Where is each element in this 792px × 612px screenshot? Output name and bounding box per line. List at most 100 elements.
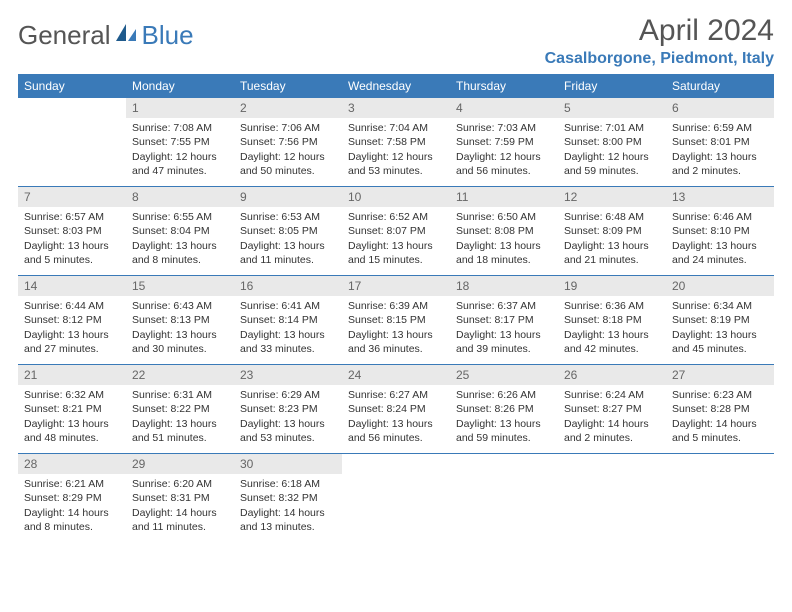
- sunrise-text: Sunrise: 6:34 AM: [672, 299, 768, 313]
- day-number: 10: [342, 187, 450, 207]
- sunrise-text: Sunrise: 6:46 AM: [672, 210, 768, 224]
- daylight-text: Daylight: 13 hours and 51 minutes.: [132, 417, 228, 445]
- sunrise-text: Sunrise: 6:23 AM: [672, 388, 768, 402]
- daylight-text: Daylight: 13 hours and 8 minutes.: [132, 239, 228, 267]
- day-details: Sunrise: 6:55 AMSunset: 8:04 PMDaylight:…: [126, 207, 234, 273]
- day-cell: 21Sunrise: 6:32 AMSunset: 8:21 PMDayligh…: [18, 365, 126, 453]
- week-row: 28Sunrise: 6:21 AMSunset: 8:29 PMDayligh…: [18, 454, 774, 542]
- sunset-text: Sunset: 8:08 PM: [456, 224, 552, 238]
- sunset-text: Sunset: 8:01 PM: [672, 135, 768, 149]
- day-number: 19: [558, 276, 666, 296]
- sunset-text: Sunset: 8:13 PM: [132, 313, 228, 327]
- day-cell: 20Sunrise: 6:34 AMSunset: 8:19 PMDayligh…: [666, 276, 774, 364]
- sunset-text: Sunset: 8:03 PM: [24, 224, 120, 238]
- sunrise-text: Sunrise: 6:53 AM: [240, 210, 336, 224]
- sunset-text: Sunset: 8:19 PM: [672, 313, 768, 327]
- sunrise-text: Sunrise: 6:32 AM: [24, 388, 120, 402]
- day-header-cell: Monday: [126, 74, 234, 98]
- day-number: 23: [234, 365, 342, 385]
- sunrise-text: Sunrise: 6:50 AM: [456, 210, 552, 224]
- sunset-text: Sunset: 8:18 PM: [564, 313, 660, 327]
- day-details: Sunrise: 6:52 AMSunset: 8:07 PMDaylight:…: [342, 207, 450, 273]
- sunset-text: Sunset: 8:32 PM: [240, 491, 336, 505]
- sunset-text: Sunset: 8:28 PM: [672, 402, 768, 416]
- daylight-text: Daylight: 12 hours and 47 minutes.: [132, 150, 228, 178]
- sunrise-text: Sunrise: 6:21 AM: [24, 477, 120, 491]
- day-cell: 26Sunrise: 6:24 AMSunset: 8:27 PMDayligh…: [558, 365, 666, 453]
- day-cell: 14Sunrise: 6:44 AMSunset: 8:12 PMDayligh…: [18, 276, 126, 364]
- day-cell: 6Sunrise: 6:59 AMSunset: 8:01 PMDaylight…: [666, 98, 774, 186]
- daylight-text: Daylight: 14 hours and 11 minutes.: [132, 506, 228, 534]
- day-details: Sunrise: 6:46 AMSunset: 8:10 PMDaylight:…: [666, 207, 774, 273]
- day-details: Sunrise: 6:27 AMSunset: 8:24 PMDaylight:…: [342, 385, 450, 451]
- sunset-text: Sunset: 8:09 PM: [564, 224, 660, 238]
- day-details: Sunrise: 6:50 AMSunset: 8:08 PMDaylight:…: [450, 207, 558, 273]
- daylight-text: Daylight: 13 hours and 45 minutes.: [672, 328, 768, 356]
- day-cell: 19Sunrise: 6:36 AMSunset: 8:18 PMDayligh…: [558, 276, 666, 364]
- sunrise-text: Sunrise: 6:20 AM: [132, 477, 228, 491]
- sunset-text: Sunset: 8:21 PM: [24, 402, 120, 416]
- day-details: Sunrise: 6:26 AMSunset: 8:26 PMDaylight:…: [450, 385, 558, 451]
- daylight-text: Daylight: 13 hours and 33 minutes.: [240, 328, 336, 356]
- day-cell: 28Sunrise: 6:21 AMSunset: 8:29 PMDayligh…: [18, 454, 126, 542]
- sunrise-text: Sunrise: 6:24 AM: [564, 388, 660, 402]
- day-details: Sunrise: 6:59 AMSunset: 8:01 PMDaylight:…: [666, 118, 774, 184]
- sunset-text: Sunset: 7:58 PM: [348, 135, 444, 149]
- day-cell: 30Sunrise: 6:18 AMSunset: 8:32 PMDayligh…: [234, 454, 342, 542]
- daylight-text: Daylight: 13 hours and 30 minutes.: [132, 328, 228, 356]
- day-number: 24: [342, 365, 450, 385]
- day-details: Sunrise: 6:21 AMSunset: 8:29 PMDaylight:…: [18, 474, 126, 540]
- calendar: SundayMondayTuesdayWednesdayThursdayFrid…: [18, 74, 774, 542]
- day-header-cell: Sunday: [18, 74, 126, 98]
- sunset-text: Sunset: 8:14 PM: [240, 313, 336, 327]
- sunrise-text: Sunrise: 6:59 AM: [672, 121, 768, 135]
- daylight-text: Daylight: 12 hours and 59 minutes.: [564, 150, 660, 178]
- day-cell: 3Sunrise: 7:04 AMSunset: 7:58 PMDaylight…: [342, 98, 450, 186]
- day-details: Sunrise: 6:48 AMSunset: 8:09 PMDaylight:…: [558, 207, 666, 273]
- daylight-text: Daylight: 13 hours and 39 minutes.: [456, 328, 552, 356]
- day-header-cell: Friday: [558, 74, 666, 98]
- week-row: 21Sunrise: 6:32 AMSunset: 8:21 PMDayligh…: [18, 365, 774, 454]
- day-cell: 23Sunrise: 6:29 AMSunset: 8:23 PMDayligh…: [234, 365, 342, 453]
- day-details: Sunrise: 7:06 AMSunset: 7:56 PMDaylight:…: [234, 118, 342, 184]
- day-header-cell: Thursday: [450, 74, 558, 98]
- day-details: Sunrise: 6:31 AMSunset: 8:22 PMDaylight:…: [126, 385, 234, 451]
- day-details: Sunrise: 6:20 AMSunset: 8:31 PMDaylight:…: [126, 474, 234, 540]
- daylight-text: Daylight: 13 hours and 59 minutes.: [456, 417, 552, 445]
- day-details: Sunrise: 6:41 AMSunset: 8:14 PMDaylight:…: [234, 296, 342, 362]
- day-number: 5: [558, 98, 666, 118]
- day-number: 16: [234, 276, 342, 296]
- day-number: 4: [450, 98, 558, 118]
- day-number: 28: [18, 454, 126, 474]
- sunset-text: Sunset: 8:22 PM: [132, 402, 228, 416]
- day-number: 6: [666, 98, 774, 118]
- daylight-text: Daylight: 14 hours and 13 minutes.: [240, 506, 336, 534]
- sunrise-text: Sunrise: 6:44 AM: [24, 299, 120, 313]
- day-number: 27: [666, 365, 774, 385]
- day-details: Sunrise: 6:34 AMSunset: 8:19 PMDaylight:…: [666, 296, 774, 362]
- sunrise-text: Sunrise: 7:06 AM: [240, 121, 336, 135]
- sunrise-text: Sunrise: 6:36 AM: [564, 299, 660, 313]
- day-header-cell: Wednesday: [342, 74, 450, 98]
- daylight-text: Daylight: 13 hours and 24 minutes.: [672, 239, 768, 267]
- location: Casalborgone, Piedmont, Italy: [545, 50, 774, 68]
- day-number: 2: [234, 98, 342, 118]
- day-cell: 25Sunrise: 6:26 AMSunset: 8:26 PMDayligh…: [450, 365, 558, 453]
- sunset-text: Sunset: 7:56 PM: [240, 135, 336, 149]
- sunrise-text: Sunrise: 6:41 AM: [240, 299, 336, 313]
- day-number: 22: [126, 365, 234, 385]
- sunrise-text: Sunrise: 6:55 AM: [132, 210, 228, 224]
- day-number: 8: [126, 187, 234, 207]
- day-cell: .: [342, 454, 450, 542]
- day-details: Sunrise: 7:03 AMSunset: 7:59 PMDaylight:…: [450, 118, 558, 184]
- day-details: Sunrise: 6:43 AMSunset: 8:13 PMDaylight:…: [126, 296, 234, 362]
- sunrise-text: Sunrise: 6:57 AM: [24, 210, 120, 224]
- sunrise-text: Sunrise: 6:43 AM: [132, 299, 228, 313]
- day-cell: 12Sunrise: 6:48 AMSunset: 8:09 PMDayligh…: [558, 187, 666, 275]
- day-details: Sunrise: 6:23 AMSunset: 8:28 PMDaylight:…: [666, 385, 774, 451]
- daylight-text: Daylight: 13 hours and 2 minutes.: [672, 150, 768, 178]
- day-number: 1: [126, 98, 234, 118]
- week-row: 7Sunrise: 6:57 AMSunset: 8:03 PMDaylight…: [18, 187, 774, 276]
- day-number: 18: [450, 276, 558, 296]
- sunset-text: Sunset: 8:12 PM: [24, 313, 120, 327]
